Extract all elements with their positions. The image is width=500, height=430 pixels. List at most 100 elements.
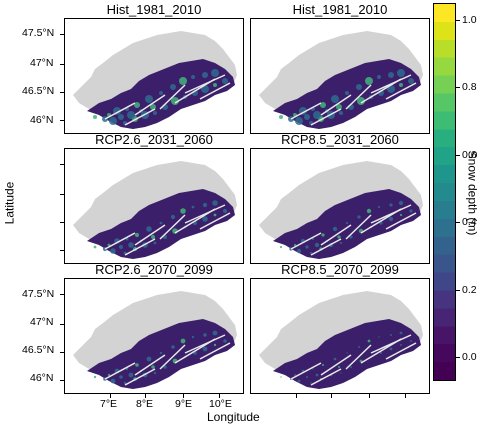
x-axis-title: Longitude bbox=[207, 410, 260, 424]
snow-depth-cell bbox=[203, 333, 207, 337]
valley-line bbox=[290, 362, 322, 380]
map-panel bbox=[250, 148, 430, 264]
snow-depth-cell bbox=[293, 243, 297, 247]
snow-depth-cell bbox=[222, 208, 228, 214]
valley-line bbox=[310, 238, 342, 256]
snow-depth-cell bbox=[123, 381, 127, 385]
snow-depth-cell bbox=[321, 233, 325, 237]
snow-depth-cell bbox=[400, 344, 402, 346]
snow-depth-cell bbox=[179, 77, 187, 85]
snow-depth-cell bbox=[119, 375, 123, 379]
y-axis-title: Latitude bbox=[2, 181, 17, 225]
snow-depth-cell bbox=[107, 373, 111, 377]
snow-depth-cell bbox=[295, 117, 303, 125]
snow-depth-cell bbox=[202, 216, 208, 222]
snow-depth-cell bbox=[109, 117, 117, 125]
snow-depth-cell bbox=[145, 95, 153, 103]
x-tick-label: 9°E bbox=[175, 398, 193, 410]
snow-depth-cell bbox=[213, 213, 217, 217]
colorbar-tick-label: 0.4 bbox=[462, 216, 477, 229]
tick-mark bbox=[60, 64, 64, 65]
snow-depth-cell bbox=[170, 84, 176, 90]
valley-line bbox=[345, 344, 372, 370]
snow-depth-cell bbox=[110, 248, 116, 254]
valley-line bbox=[124, 368, 156, 386]
valley-line bbox=[199, 342, 231, 360]
panel-title: Hist_1981_2010 bbox=[292, 2, 388, 17]
colorbar-tick-label: 0.6 bbox=[462, 148, 477, 161]
colorbar-tick bbox=[456, 19, 460, 21]
valley-line bbox=[385, 212, 417, 230]
tick-mark bbox=[110, 394, 111, 398]
tick-mark bbox=[60, 34, 64, 35]
snow-depth-cell bbox=[93, 245, 97, 249]
valley-line bbox=[320, 94, 352, 116]
colorbar-tick bbox=[456, 154, 460, 156]
tick-mark bbox=[331, 394, 332, 398]
valley-line bbox=[159, 214, 186, 240]
panel-title: Hist_1981_2010 bbox=[106, 2, 202, 17]
valley-line bbox=[184, 334, 226, 354]
valley-line bbox=[159, 84, 186, 110]
snow-depth-cell bbox=[146, 356, 152, 362]
snow-depth-cell bbox=[135, 363, 139, 367]
x-tick-label: 8°E bbox=[136, 398, 154, 410]
snow-depth-cell bbox=[389, 333, 393, 337]
snow-depth-cell bbox=[213, 83, 217, 87]
tick-mark bbox=[60, 294, 64, 295]
tick-mark bbox=[60, 164, 64, 165]
panel-title: RCP8.5_2031_2060 bbox=[281, 132, 399, 147]
tick-mark bbox=[60, 194, 64, 195]
snow-depth-cell bbox=[366, 208, 372, 214]
snow-depth-cell bbox=[399, 331, 403, 335]
tick-mark bbox=[145, 394, 146, 398]
tick-mark bbox=[60, 324, 64, 325]
colorbar-tick bbox=[456, 357, 460, 359]
y-tick-label: 47°N bbox=[30, 316, 54, 328]
tick-mark bbox=[60, 222, 64, 223]
snow-depth-cell bbox=[127, 111, 135, 119]
snow-depth-cell bbox=[280, 376, 282, 378]
valley-line bbox=[124, 108, 156, 126]
tick-mark bbox=[296, 394, 297, 398]
snow-depth-cell bbox=[378, 336, 380, 338]
y-tick-label: 46°N bbox=[30, 114, 54, 126]
map-panel bbox=[64, 148, 244, 264]
snow-depth-cell bbox=[320, 102, 326, 108]
valley-line bbox=[370, 334, 412, 354]
tick-mark bbox=[60, 250, 64, 251]
colorbar-tick bbox=[456, 222, 460, 224]
snow-depth-cell bbox=[357, 97, 365, 105]
snow-depth-cell bbox=[409, 339, 413, 343]
snow-depth-cell bbox=[153, 371, 157, 375]
snow-depth-cell bbox=[191, 75, 195, 79]
snow-depth-cell bbox=[202, 346, 208, 352]
snow-depth-cell bbox=[359, 359, 363, 363]
valley-line bbox=[124, 238, 156, 256]
map-panel bbox=[64, 278, 244, 394]
tick-mark bbox=[60, 92, 64, 93]
valley-line bbox=[370, 204, 412, 224]
valley-line bbox=[104, 232, 136, 250]
snow-depth-cell bbox=[365, 77, 373, 85]
colorbar-tick bbox=[456, 289, 460, 291]
snow-depth-cell bbox=[150, 234, 156, 240]
snow-depth-cell bbox=[331, 95, 339, 103]
panel-title: RCP2.6_2031_2060 bbox=[95, 132, 213, 147]
tick-mark bbox=[60, 352, 64, 353]
valley-line bbox=[370, 74, 412, 94]
snow-depth-cell bbox=[223, 339, 227, 343]
snow-depth-cell bbox=[397, 69, 405, 77]
valley-line bbox=[104, 362, 136, 380]
snow-depth-cell bbox=[191, 205, 195, 209]
snow-depth-cell bbox=[151, 365, 155, 369]
alpine-snow-region bbox=[273, 319, 421, 389]
map-panel bbox=[64, 18, 244, 134]
colorbar-tick-label: 0.8 bbox=[462, 81, 477, 94]
snow-depth-cell bbox=[345, 221, 349, 225]
valley-line bbox=[345, 84, 372, 110]
colorbar bbox=[433, 3, 456, 381]
snow-depth-cell bbox=[349, 235, 353, 239]
snow-depth-cell bbox=[315, 373, 319, 377]
tick-mark bbox=[60, 380, 64, 381]
